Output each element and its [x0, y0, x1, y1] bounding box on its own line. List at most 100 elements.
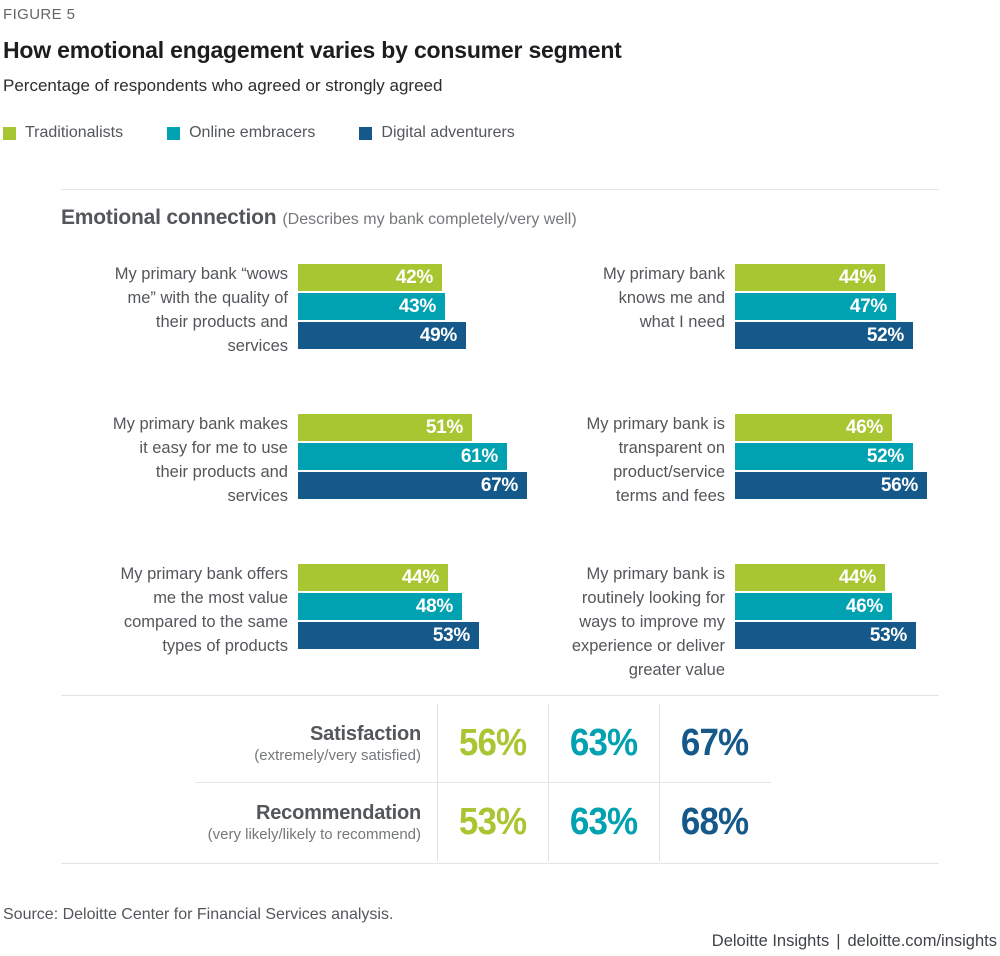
bar-digital-adventurers: 53%: [735, 622, 916, 649]
summary-value-number: 63%: [570, 800, 638, 843]
bar-online-embracers: 61%: [298, 443, 507, 470]
chart-row: My primary bank offers me the most value c…: [61, 562, 939, 682]
bar-value-label: 56%: [880, 474, 918, 496]
bar-stack: 44% 48% 53%: [298, 562, 479, 649]
category-label: My primary bank makes it easy for me to u…: [112, 415, 288, 505]
bar-online-embracers: 46%: [735, 593, 892, 620]
summary-value-number: 63%: [570, 721, 638, 764]
source-note: Source: Deloitte Center for Financial Se…: [3, 906, 394, 923]
divider: [61, 189, 939, 190]
footer-brand: Deloitte Insights: [711, 932, 830, 950]
bar-value-label: 43%: [398, 295, 436, 317]
footer-separator: |: [836, 932, 841, 950]
figure-label: FIGURE 5: [3, 6, 76, 23]
summary-label-qualifier: (very likely/likely to recommend): [207, 825, 421, 843]
divider: [61, 695, 939, 696]
footer-site: deloitte.com/insights: [847, 932, 998, 950]
bar-digital-adventurers: 53%: [298, 622, 479, 649]
bar-stack: 42% 43% 49%: [298, 262, 466, 349]
bar-traditionalists: 42%: [298, 264, 442, 291]
bar-online-embracers: 43%: [298, 293, 445, 320]
category-label: My primary bank is transparent on product/…: [586, 415, 725, 505]
bar-online-embracers: 52%: [735, 443, 913, 470]
bar-value-label: 44%: [838, 266, 876, 288]
summary-label: Satisfaction (extremely/very satisfied): [195, 708, 437, 779]
bar-traditionalists: 44%: [298, 564, 448, 591]
summary-label-title: Recommendation: [255, 801, 421, 824]
summary-value-traditionalists: 53%: [437, 783, 548, 861]
summary-row: Satisfaction (extremely/very satisfied) 56…: [195, 704, 771, 783]
summary-value-traditionalists: 56%: [437, 704, 548, 782]
summary-value-number: 67%: [681, 721, 749, 764]
section-header: Emotional connection (Describes my bank c…: [61, 206, 939, 230]
summary-value-digital-adventurers: 67%: [659, 704, 770, 782]
traditionalists-swatch-icon: [3, 126, 16, 140]
bar-traditionalists: 46%: [735, 414, 892, 441]
summary-row: Recommendation (very likely/likely to rec…: [195, 783, 771, 861]
divider: [61, 863, 939, 864]
bar-value-label: 46%: [845, 416, 883, 438]
bar-traditionalists: 44%: [735, 564, 885, 591]
category-label: My primary bank is routinely looking for w…: [571, 565, 725, 679]
bar-value-label: 67%: [480, 474, 518, 496]
bar-stack: 51% 61% 67%: [298, 412, 527, 499]
section-qualifier: (Describes my bank completely/very well): [282, 211, 577, 228]
bar-value-label: 53%: [432, 624, 470, 646]
chart-group: My primary bank knows me and what I need 44…: [535, 262, 939, 358]
summary-value-number: 53%: [459, 800, 527, 843]
bar-stack: 44% 46% 53%: [735, 562, 916, 649]
bar-traditionalists: 51%: [298, 414, 472, 441]
summary-value-number: 68%: [681, 800, 749, 843]
digital-adventurers-swatch-icon: [359, 126, 373, 140]
legend-item: Online embracers: [167, 124, 315, 142]
page-title: How emotional engagement varies by consu…: [3, 37, 622, 63]
summary-label-qualifier: (extremely/very satisfied): [254, 746, 421, 764]
section-title: Emotional connection: [61, 206, 277, 229]
chart-group: My primary bank offers me the most value c…: [61, 562, 535, 682]
bar-digital-adventurers: 56%: [735, 472, 927, 499]
chart-row: My primary bank “wows me” with the qualit…: [61, 262, 939, 358]
header: FIGURE 5 How emotional engagement varies…: [0, 0, 1000, 142]
chart-content: Emotional connection (Describes my bank c…: [0, 189, 1000, 864]
bar-online-embracers: 48%: [298, 593, 462, 620]
bar-value-label: 47%: [849, 295, 887, 317]
online-embracers-swatch-icon: [167, 126, 181, 140]
legend: Traditionalists Online embracers Digital a…: [3, 124, 1000, 142]
legend-item: Traditionalists: [3, 124, 123, 142]
bar-value-label: 48%: [415, 595, 453, 617]
category-label: My primary bank knows me and what I need: [603, 265, 725, 331]
chart-group: My primary bank is routinely looking for w…: [535, 562, 939, 682]
bar-value-label: 61%: [460, 445, 498, 467]
legend-item: Digital adventurers: [359, 124, 515, 142]
bar-value-label: 42%: [395, 266, 433, 288]
legend-label: Online embracers: [189, 124, 316, 141]
page-subtitle: Percentage of respondents who agreed or …: [3, 76, 443, 95]
category-label: My primary bank offers me the most value c…: [120, 565, 289, 655]
bar-value-label: 49%: [419, 324, 457, 346]
summary-value-digital-adventurers: 68%: [659, 783, 770, 861]
bar-value-label: 53%: [869, 624, 907, 646]
chart-row: My primary bank makes it easy for me to u…: [61, 412, 939, 508]
category-label: My primary bank “wows me” with the qualit…: [114, 265, 288, 355]
summary-label-title: Satisfaction: [310, 722, 421, 745]
summary-value-number: 56%: [459, 721, 527, 764]
bar-online-embracers: 47%: [735, 293, 896, 320]
summary-table: Satisfaction (extremely/very satisfied) 56…: [195, 704, 771, 861]
legend-label: Digital adventurers: [381, 124, 515, 141]
bar-stack: 44% 47% 52%: [735, 262, 913, 349]
bar-value-label: 52%: [866, 445, 904, 467]
bar-value-label: 51%: [425, 416, 463, 438]
bar-value-label: 52%: [866, 324, 904, 346]
bar-traditionalists: 44%: [735, 264, 885, 291]
bar-digital-adventurers: 67%: [298, 472, 527, 499]
bar-value-label: 46%: [845, 595, 883, 617]
chart-group: My primary bank makes it easy for me to u…: [61, 412, 535, 508]
bar-digital-adventurers: 49%: [298, 322, 466, 349]
bar-stack: 46% 52% 56%: [735, 412, 927, 499]
bar-value-label: 44%: [838, 566, 876, 588]
summary-value-online-embracers: 63%: [548, 783, 659, 861]
chart-group: My primary bank “wows me” with the qualit…: [61, 262, 535, 358]
chart-group: My primary bank is transparent on product/…: [535, 412, 939, 508]
legend-label: Traditionalists: [25, 124, 124, 141]
